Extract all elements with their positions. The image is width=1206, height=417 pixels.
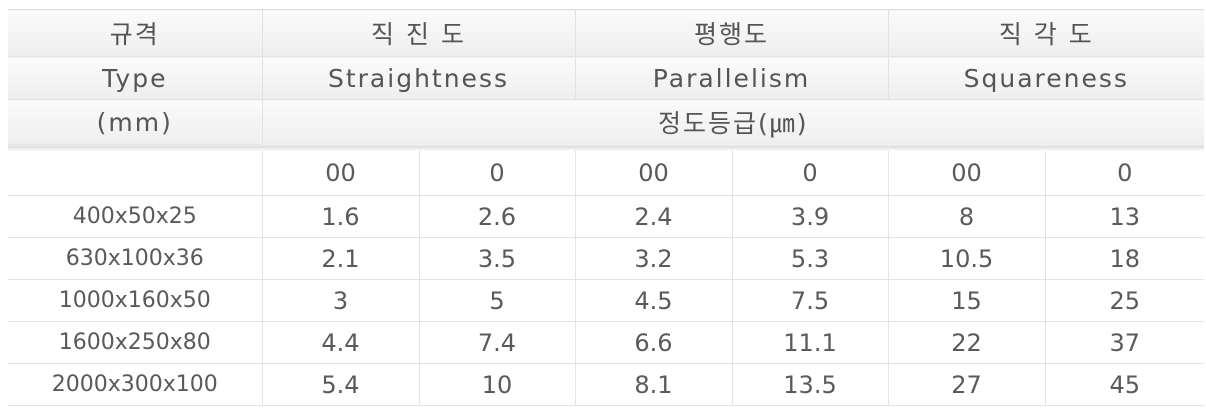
value-cell: 13 (1044, 195, 1205, 238)
parallelism-header-ko: 평행도 (574, 9, 889, 57)
table-row: 1000x160x50 3 5 4.5 7.5 15 25 (8, 279, 1205, 322)
value-cell: 3.5 (418, 237, 575, 280)
spec-table-container: 규격 직 진 도 평행도 직 각 도 Type Straightness Par… (8, 9, 1205, 406)
grade-cell: 00 (887, 151, 1046, 196)
accuracy-grade-header: 정도등급(㎛) (261, 99, 1205, 145)
value-cell: 1.6 (261, 195, 419, 238)
type-cell: 1600x250x80 (8, 321, 262, 364)
table-row: 1600x250x80 4.4 7.4 6.6 11.1 22 37 (8, 321, 1205, 364)
value-cell: 10 (418, 363, 575, 406)
value-cell: 27 (887, 363, 1046, 406)
type-cell: 1000x160x50 (8, 279, 262, 322)
value-cell: 2.4 (574, 195, 732, 238)
value-cell: 5 (418, 279, 575, 322)
unit-header: (mm) (8, 99, 262, 145)
parallelism-header-en: Parallelism (574, 56, 889, 100)
value-cell: 3.9 (731, 195, 889, 238)
value-cell: 4.5 (574, 279, 732, 322)
value-cell: 37 (1044, 321, 1205, 364)
type-header-en: Type (8, 56, 262, 100)
type-header-ko: 규격 (8, 9, 262, 57)
value-cell: 11.1 (731, 321, 889, 364)
type-cell: 2000x300x100 (8, 363, 262, 406)
squareness-header-ko: 직 각 도 (887, 9, 1205, 57)
value-cell: 3 (261, 279, 419, 322)
type-cell: 630x100x36 (8, 237, 262, 280)
table-row: 630x100x36 2.1 3.5 3.2 5.3 10.5 18 (8, 237, 1205, 280)
value-cell: 6.6 (574, 321, 732, 364)
squareness-header-en: Squareness (887, 56, 1205, 100)
grade-cell: 0 (731, 151, 889, 196)
table-row: 2000x300x100 5.4 10 8.1 13.5 27 45 (8, 363, 1205, 406)
grade-row-label (8, 151, 262, 196)
table-body: 00 0 00 0 00 0 400x50x25 1.6 2.6 2.4 3.9… (8, 144, 1205, 406)
value-cell: 15 (887, 279, 1046, 322)
value-cell: 8 (887, 195, 1046, 238)
grade-row: 00 0 00 0 00 0 (8, 151, 1205, 196)
grade-cell: 0 (418, 151, 575, 196)
value-cell: 13.5 (731, 363, 889, 406)
value-cell: 7.4 (418, 321, 575, 364)
value-cell: 10.5 (887, 237, 1046, 280)
straightness-header-en: Straightness (261, 56, 575, 100)
table-header: 규격 직 진 도 평행도 직 각 도 Type Straightness Par… (8, 9, 1205, 145)
value-cell: 8.1 (574, 363, 732, 406)
value-cell: 5.3 (731, 237, 889, 280)
spec-table: 규격 직 진 도 평행도 직 각 도 Type Straightness Par… (8, 9, 1205, 406)
value-cell: 18 (1044, 237, 1205, 280)
value-cell: 5.4 (261, 363, 419, 406)
straightness-header-ko: 직 진 도 (261, 9, 575, 57)
table-row: 400x50x25 1.6 2.6 2.4 3.9 8 13 (8, 195, 1205, 238)
value-cell: 25 (1044, 279, 1205, 322)
value-cell: 4.4 (261, 321, 419, 364)
grade-cell: 0 (1044, 151, 1205, 196)
value-cell: 2.6 (418, 195, 575, 238)
grade-cell: 00 (261, 151, 419, 196)
value-cell: 3.2 (574, 237, 732, 280)
value-cell: 7.5 (731, 279, 889, 322)
value-cell: 22 (887, 321, 1046, 364)
value-cell: 45 (1044, 363, 1205, 406)
header-shadow (8, 144, 1205, 151)
value-cell: 2.1 (261, 237, 419, 280)
grade-cell: 00 (574, 151, 732, 196)
type-cell: 400x50x25 (8, 195, 262, 238)
